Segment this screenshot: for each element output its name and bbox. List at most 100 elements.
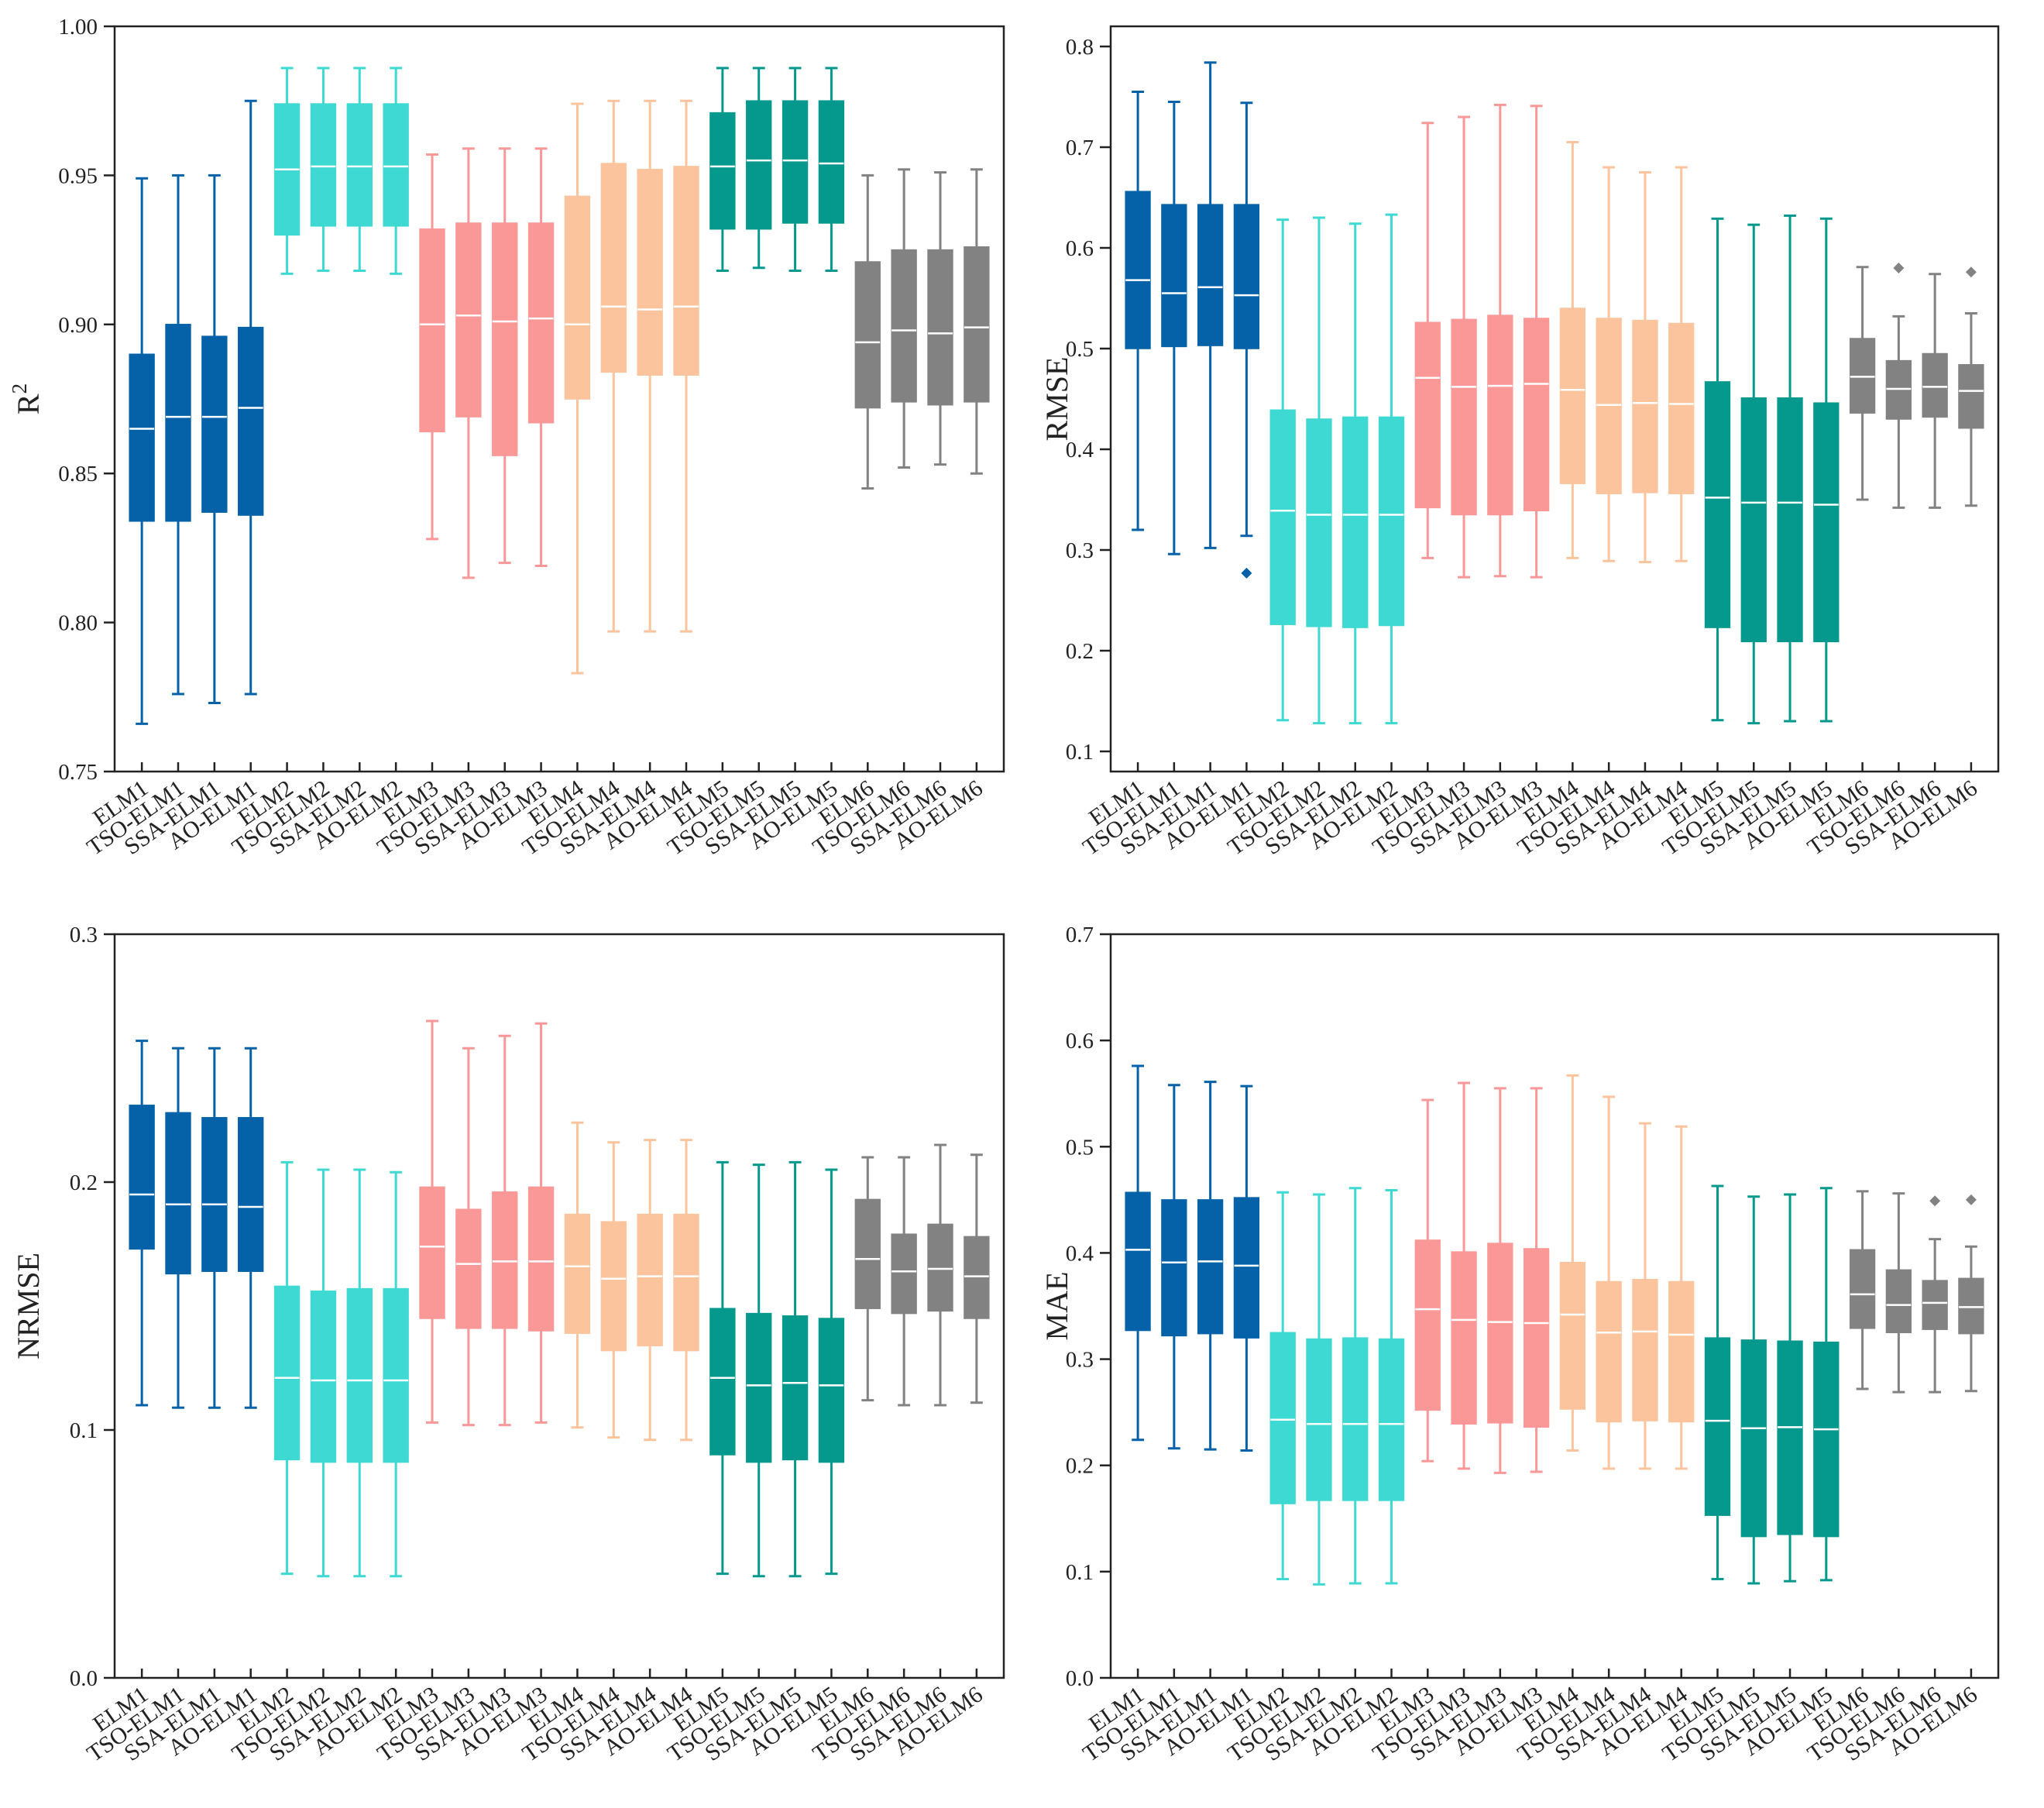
box-ELM6: ELM6 [814, 174, 881, 831]
box-body [201, 1117, 228, 1272]
y-tick-label: 0.2 [1066, 1454, 1094, 1479]
plot-frame [113, 25, 1005, 773]
box-body [1668, 322, 1695, 494]
box-body [238, 326, 264, 516]
box-body [419, 1186, 445, 1319]
y-tick-label: 0.4 [1066, 438, 1094, 462]
box-ELM3: ELM3 [379, 153, 445, 831]
box-body [637, 1213, 663, 1346]
box-body [818, 100, 845, 224]
box-body [1523, 318, 1550, 512]
y-tick-label: 1.00 [58, 15, 98, 40]
y-tick-label: 0.4 [1066, 1241, 1094, 1266]
box-body [1125, 1191, 1151, 1332]
box-body [1813, 402, 1840, 643]
box-body [1849, 338, 1876, 414]
box-body [1269, 409, 1296, 625]
y-tick-label: 0.3 [1066, 1348, 1094, 1373]
box-ELM1: ELM1 [1084, 91, 1151, 831]
box-body [1885, 1269, 1912, 1334]
box-body [346, 1287, 373, 1463]
box-body [1233, 1197, 1260, 1339]
y-tick-label: 0.2 [1066, 639, 1094, 664]
box-body [564, 195, 591, 400]
y-tick-label: 0.80 [58, 611, 98, 636]
box-body [383, 103, 409, 227]
outlier-point [1241, 567, 1252, 579]
box-body [1813, 1341, 1840, 1538]
panel-bottom-left: 0.00.10.20.3NRMSEELM1TSO-ELM1SSA-ELM1AO-… [11, 923, 1005, 1767]
y-tick-label: 0.7 [1066, 923, 1094, 947]
y-tick-label: 0.90 [58, 313, 98, 338]
box-SSA-ELM5: SSA-ELM5 [700, 1160, 809, 1766]
box-body [1740, 397, 1767, 643]
box-body [1125, 191, 1151, 349]
box-body [1596, 318, 1622, 494]
box-body [818, 1318, 845, 1463]
plot-frame [1109, 25, 2000, 773]
box-TSO-ELM4: TSO-ELM4 [1513, 1095, 1622, 1767]
box-body [673, 1213, 699, 1352]
box-SSA-ELM3: SSA-ELM3 [1405, 1087, 1513, 1766]
box-body [564, 1213, 591, 1334]
y-tick-label: 0.5 [1066, 337, 1094, 362]
box-body [1306, 418, 1332, 627]
y-tick-label: 0.6 [1066, 236, 1094, 261]
y-tick-label: 0.5 [1066, 1135, 1094, 1160]
box-body [1487, 315, 1513, 516]
box-body [746, 1312, 772, 1463]
plot-frame [113, 933, 1005, 1679]
box-body [1378, 1338, 1405, 1501]
box-body [1342, 416, 1369, 628]
box-body [1632, 319, 1658, 493]
box-body [964, 246, 990, 403]
box-body [165, 1112, 191, 1275]
box-body [782, 100, 809, 224]
box-body [1414, 321, 1441, 509]
box-ELM1: ELM1 [88, 1040, 155, 1738]
box-body [165, 324, 191, 522]
box-body [1704, 1337, 1731, 1516]
box-body [310, 1291, 337, 1463]
box-body [1414, 1239, 1441, 1411]
box-body [455, 222, 482, 418]
box-TSO-ELM1: TSO-ELM1 [1078, 1084, 1187, 1767]
box-body [129, 353, 155, 522]
box-body [1704, 381, 1731, 628]
box-body [346, 103, 373, 227]
box-ELM5: ELM5 [1664, 217, 1731, 831]
box-SSA-ELM1: SSA-ELM1 [1115, 61, 1224, 860]
box-TSO-ELM4: TSO-ELM4 [1513, 166, 1622, 861]
box-body [673, 166, 699, 376]
box-ELM1: ELM1 [88, 177, 155, 831]
box-body [854, 1198, 881, 1309]
box-body [891, 249, 917, 403]
y-tick-label: 0.3 [1066, 538, 1094, 563]
box-body [1197, 204, 1224, 346]
box-body [1777, 397, 1803, 643]
box-body [527, 222, 555, 424]
box-body [600, 163, 627, 373]
box-body [1269, 1332, 1296, 1504]
plot-frame [1109, 933, 2000, 1679]
box-body [1451, 1251, 1477, 1425]
box-body [1487, 1243, 1513, 1424]
box-ELM5: ELM5 [1664, 1184, 1731, 1738]
box-body [455, 1208, 482, 1329]
box-body [1922, 1280, 1948, 1330]
box-body [1922, 352, 1948, 418]
box-body [637, 168, 663, 376]
y-tick-label: 0.0 [1066, 1666, 1094, 1691]
box-body [1885, 359, 1912, 420]
panel-top-right: 0.10.20.30.40.50.60.70.8RMSEELM1TSO-ELM1… [1039, 25, 2000, 861]
box-body [238, 1117, 264, 1272]
box-body [1197, 1199, 1224, 1335]
box-body [927, 249, 953, 406]
panel-bottom-right: 0.00.10.20.30.40.50.60.7MAEELM1TSO-ELM1S… [1039, 923, 2000, 1767]
box-body [492, 1191, 518, 1329]
box-body [1559, 1262, 1586, 1410]
box-body [1342, 1337, 1369, 1501]
box-body [709, 1308, 736, 1456]
box-body [201, 335, 228, 513]
